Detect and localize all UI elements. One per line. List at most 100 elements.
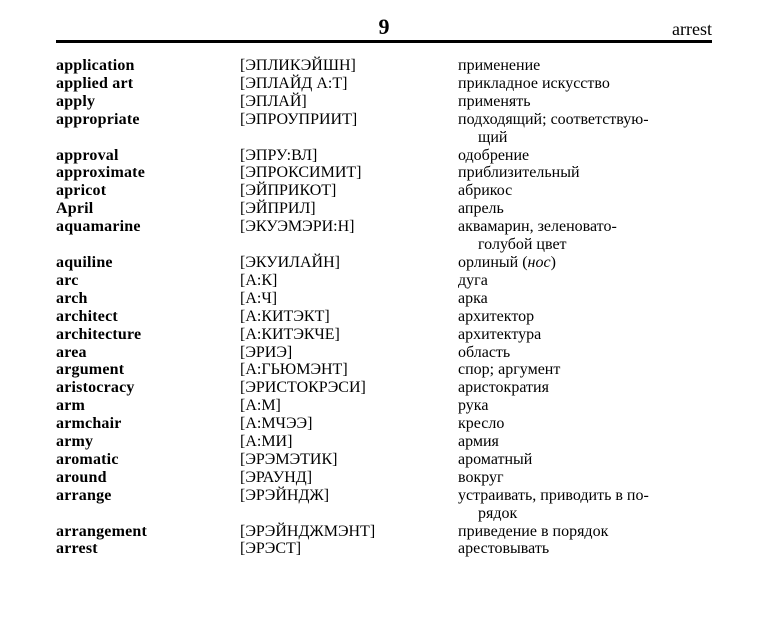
entry-phonetic: [ЭПЛАЙД А:Т] <box>240 75 458 93</box>
entry-row-continuation: рядок <box>56 505 712 523</box>
entry-russian: абрикос <box>458 182 712 200</box>
entry-english-empty <box>56 236 240 254</box>
entry-row: aquamarine[ЭКУЭМЭРИ:Н]аквамарин, зеленов… <box>56 218 712 236</box>
entry-russian: аквамарин, зеленовато- <box>458 218 712 236</box>
entry-row: army[А:МИ]армия <box>56 433 712 451</box>
entry-english: argument <box>56 361 240 379</box>
entry-english: arc <box>56 272 240 290</box>
entry-english: appropriate <box>56 111 240 129</box>
entry-english: applied art <box>56 75 240 93</box>
entry-row: armchair[А:МЧЭЭ]кресло <box>56 415 712 433</box>
entry-row: arch[А:Ч]арка <box>56 290 712 308</box>
entry-russian-continuation: рядок <box>458 505 712 523</box>
header-right-word: arrest <box>672 20 712 38</box>
entry-russian: архитектор <box>458 308 712 326</box>
entry-phonetic: [ЭРЭМЭТИК] <box>240 451 458 469</box>
entry-russian: кресло <box>458 415 712 433</box>
entry-phonetic: [А:КИТЭКТ] <box>240 308 458 326</box>
entry-phonetic: [ЭРЭЙНДЖМЭНТ] <box>240 523 458 541</box>
entry-russian: область <box>458 344 712 362</box>
entry-row: aromatic[ЭРЭМЭТИК]ароматный <box>56 451 712 469</box>
entry-english: aromatic <box>56 451 240 469</box>
entry-english: around <box>56 469 240 487</box>
entry-row: aristocracy[ЭРИСТОКРЭСИ]аристократия <box>56 379 712 397</box>
entry-row-continuation: щий <box>56 129 712 147</box>
entry-row: around[ЭРАУНД]вокруг <box>56 469 712 487</box>
entry-phonetic: [ЭЙПРИЛ] <box>240 200 458 218</box>
entry-english: aristocracy <box>56 379 240 397</box>
header-rule <box>56 40 712 43</box>
entry-russian: апрель <box>458 200 712 218</box>
entry-row: apply[ЭПЛАЙ]применять <box>56 93 712 111</box>
entry-english: arch <box>56 290 240 308</box>
dictionary-page: 9 arrest application[ЭПЛИКЭЙШН]применени… <box>0 0 768 578</box>
entry-phonetic: [А:К] <box>240 272 458 290</box>
entry-phonetic: [А:Ч] <box>240 290 458 308</box>
entry-phonetic: [А:КИТЭКЧЕ] <box>240 326 458 344</box>
entry-phonetic: [ЭПРОКСИМИТ] <box>240 164 458 182</box>
entry-phonetic-empty <box>240 236 458 254</box>
entry-russian: прикладное искусство <box>458 75 712 93</box>
entry-russian: спор; аргумент <box>458 361 712 379</box>
entry-english: army <box>56 433 240 451</box>
entry-phonetic: [ЭРАУНД] <box>240 469 458 487</box>
entry-phonetic: [А:ГЬЮМЭНТ] <box>240 361 458 379</box>
entry-russian: применять <box>458 93 712 111</box>
entry-phonetic-empty <box>240 129 458 147</box>
entry-phonetic: [ЭКУЭМЭРИ:Н] <box>240 218 458 236</box>
entry-english: architecture <box>56 326 240 344</box>
entry-row: apricot[ЭЙПРИКОТ]абрикос <box>56 182 712 200</box>
entry-phonetic: [ЭРИСТОКРЭСИ] <box>240 379 458 397</box>
entry-phonetic: [ЭПРУ:ВЛ] <box>240 147 458 165</box>
entry-phonetic: [ЭРЭЙНДЖ] <box>240 487 458 505</box>
entry-row: arrange[ЭРЭЙНДЖ]устраивать, приводить в … <box>56 487 712 505</box>
entry-phonetic-empty <box>240 505 458 523</box>
entry-row-continuation: голубой цвет <box>56 236 712 254</box>
entry-english: area <box>56 344 240 362</box>
entry-phonetic: [А:МЧЭЭ] <box>240 415 458 433</box>
entry-english: apply <box>56 93 240 111</box>
entry-russian-continuation: щий <box>458 129 712 147</box>
entry-english: architect <box>56 308 240 326</box>
entry-row: approval[ЭПРУ:ВЛ]одобрение <box>56 147 712 165</box>
entry-phonetic: [ЭРЭСТ] <box>240 540 458 558</box>
entry-row: architect[А:КИТЭКТ]архитектор <box>56 308 712 326</box>
entry-phonetic: [ЭЙПРИКОТ] <box>240 182 458 200</box>
entry-row: arrangement[ЭРЭЙНДЖМЭНТ]приведение в пор… <box>56 523 712 541</box>
entry-english: arrange <box>56 487 240 505</box>
entry-russian: аристократия <box>458 379 712 397</box>
page-number: 9 <box>379 16 390 38</box>
entry-row: application[ЭПЛИКЭЙШН]применение <box>56 57 712 75</box>
entry-english: aquiline <box>56 254 240 272</box>
page-header: 9 arrest <box>56 20 712 38</box>
entry-russian: арка <box>458 290 712 308</box>
entry-phonetic: [ЭПРОУПРИИТ] <box>240 111 458 129</box>
entries-list: application[ЭПЛИКЭЙШН]применениеapplied … <box>56 57 712 558</box>
entry-russian: армия <box>458 433 712 451</box>
entry-english: arrest <box>56 540 240 558</box>
entry-russian: арестовывать <box>458 540 712 558</box>
entry-russian: дуга <box>458 272 712 290</box>
entry-russian: устраивать, приводить в по- <box>458 487 712 505</box>
entry-row: applied art[ЭПЛАЙД А:Т]прикладное искусс… <box>56 75 712 93</box>
entry-english-empty <box>56 129 240 147</box>
entry-row: arm[А:М]рука <box>56 397 712 415</box>
entry-english: apricot <box>56 182 240 200</box>
entry-row: architecture[А:КИТЭКЧЕ]архитектура <box>56 326 712 344</box>
entry-phonetic: [ЭПЛАЙ] <box>240 93 458 111</box>
entry-row: appropriate[ЭПРОУПРИИТ]подходящий; соотв… <box>56 111 712 129</box>
entry-english: armchair <box>56 415 240 433</box>
entry-phonetic: [ЭРИЭ] <box>240 344 458 362</box>
entry-english: April <box>56 200 240 218</box>
entry-phonetic: [А:М] <box>240 397 458 415</box>
entry-phonetic: [ЭПЛИКЭЙШН] <box>240 57 458 75</box>
entry-russian: рука <box>458 397 712 415</box>
entry-phonetic: [ЭКУИЛАЙН] <box>240 254 458 272</box>
entry-russian: подходящий; соответствую- <box>458 111 712 129</box>
entry-russian: одобрение <box>458 147 712 165</box>
entry-russian: приблизительный <box>458 164 712 182</box>
entry-row: aquiline[ЭКУИЛАЙН]орлиный (нос) <box>56 254 712 272</box>
entry-russian: применение <box>458 57 712 75</box>
entry-english: approximate <box>56 164 240 182</box>
entry-russian: приведение в порядок <box>458 523 712 541</box>
